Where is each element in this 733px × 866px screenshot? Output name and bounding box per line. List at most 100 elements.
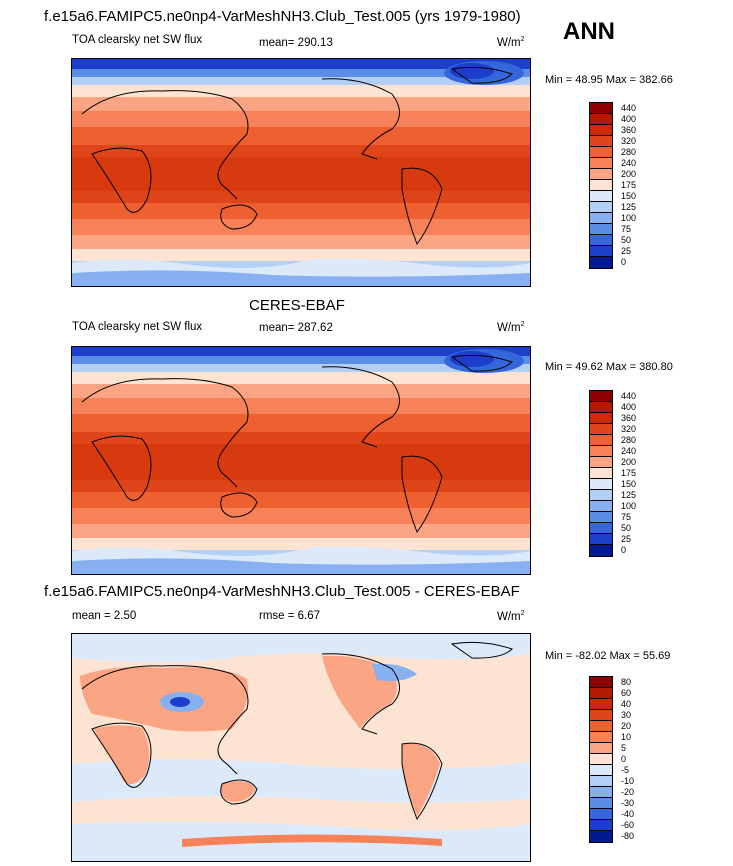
colorbar-swatch (590, 479, 612, 490)
colorbar-swatch (590, 523, 612, 534)
colorbar-swatch (590, 765, 612, 776)
colorbar-swatch (590, 391, 612, 402)
colorbar-tick-label: 280 (621, 146, 637, 157)
colorbar-swatch (590, 534, 612, 545)
colorbar-tick-label: -60 (621, 819, 635, 830)
colorbar-swatch (590, 114, 612, 125)
bottom-colorbar (589, 676, 613, 843)
colorbar-swatch (590, 468, 612, 479)
colorbar-tick-label: 75 (621, 223, 632, 234)
colorbar-tick-label: 50 (621, 234, 632, 245)
world-map-icon (72, 347, 530, 574)
obs-title: CERES-EBAF (249, 297, 345, 314)
middle-variable-label: TOA clearsky net SW flux (72, 321, 203, 333)
colorbar-swatch (590, 402, 612, 413)
colorbar-swatch (590, 169, 612, 180)
bottom-units: W/m2 (497, 610, 525, 623)
colorbar-swatch (590, 688, 612, 699)
colorbar-tick-label: 25 (621, 533, 632, 544)
colorbar-tick-label: 75 (621, 511, 632, 522)
colorbar-tick-label: -40 (621, 808, 635, 819)
colorbar-tick-label: 150 (621, 478, 637, 489)
colorbar-swatch (590, 721, 612, 732)
colorbar-tick-label: 240 (621, 157, 637, 168)
colorbar-tick-label: 360 (621, 124, 637, 135)
colorbar-swatch (590, 147, 612, 158)
colorbar-tick-label: 440 (621, 390, 637, 401)
colorbar-tick-label: 440 (621, 102, 637, 113)
colorbar-tick-label: 100 (621, 212, 637, 223)
colorbar-swatch (590, 136, 612, 147)
colorbar-swatch (590, 787, 612, 798)
colorbar-swatch (590, 501, 612, 512)
colorbar-tick-label: 125 (621, 201, 637, 212)
colorbar-tick-label: 200 (621, 168, 637, 179)
colorbar-tick-label: 200 (621, 456, 637, 467)
bottom-rmse-label: rmse = 6.67 (259, 610, 321, 622)
colorbar-swatch (590, 457, 612, 468)
bottom-minmax: Min = -82.02 Max = 55.69 (545, 650, 671, 662)
colorbar-tick-label: 30 (621, 709, 632, 720)
colorbar-swatch (590, 743, 612, 754)
colorbar-tick-label: 0 (621, 753, 627, 764)
top-colorbar (589, 102, 613, 269)
colorbar-swatch (590, 710, 612, 721)
colorbar-swatch (590, 754, 612, 765)
colorbar-tick-label: 240 (621, 445, 637, 456)
colorbar-tick-label: 400 (621, 401, 637, 412)
colorbar-tick-label: 40 (621, 698, 632, 709)
colorbar-tick-label: -5 (621, 764, 630, 775)
colorbar-swatch (590, 512, 612, 523)
colorbar-swatch (590, 490, 612, 501)
colorbar-tick-label: 150 (621, 190, 637, 201)
colorbar-tick-label: 175 (621, 179, 637, 190)
world-map-icon (72, 59, 530, 286)
colorbar-swatch (590, 446, 612, 457)
colorbar-swatch (590, 820, 612, 831)
middle-minmax: Min = 49.62 Max = 380.80 (545, 361, 673, 373)
bottom-map (71, 633, 531, 862)
colorbar-tick-label: 320 (621, 135, 637, 146)
season-label: ANN (563, 18, 615, 45)
colorbar-tick-label: -80 (621, 830, 635, 841)
colorbar-tick-label: 400 (621, 113, 637, 124)
top-units: W/m2 (497, 36, 525, 49)
middle-colorbar (589, 390, 613, 557)
colorbar-swatch (590, 424, 612, 435)
colorbar-tick-label: 280 (621, 434, 637, 445)
colorbar-swatch (590, 191, 612, 202)
colorbar-swatch (590, 224, 612, 235)
colorbar-swatch (590, 257, 612, 268)
top-map (71, 58, 531, 287)
colorbar-tick-label: 25 (621, 245, 632, 256)
colorbar-tick-label: 20 (621, 720, 632, 731)
colorbar-swatch (590, 677, 612, 688)
colorbar-tick-label: 100 (621, 500, 637, 511)
colorbar-swatch (590, 435, 612, 446)
colorbar-tick-label: -10 (621, 775, 635, 786)
colorbar-swatch (590, 831, 612, 842)
top-variable-label: TOA clearsky net SW flux (72, 34, 203, 46)
colorbar-swatch (590, 809, 612, 820)
colorbar-swatch (590, 235, 612, 246)
colorbar-swatch (590, 545, 612, 556)
colorbar-tick-label: 10 (621, 731, 632, 742)
colorbar-tick-label: 320 (621, 423, 637, 434)
colorbar-swatch (590, 125, 612, 136)
colorbar-swatch (590, 699, 612, 710)
bottom-mean-label: mean = 2.50 (72, 610, 137, 622)
colorbar-swatch (590, 158, 612, 169)
diff-title: f.e15a6.FAMIPC5.ne0np4-VarMeshNH3.Club_T… (44, 583, 520, 600)
colorbar-swatch (590, 732, 612, 743)
colorbar-tick-label: 60 (621, 687, 632, 698)
colorbar-swatch (590, 103, 612, 114)
colorbar-tick-label: -30 (621, 797, 635, 808)
middle-mean-label: mean= 287.62 (259, 322, 333, 334)
colorbar-tick-label: 0 (621, 256, 627, 267)
middle-units: W/m2 (497, 321, 525, 334)
colorbar-swatch (590, 776, 612, 787)
top-mean-label: mean= 290.13 (259, 37, 333, 49)
colorbar-swatch (590, 413, 612, 424)
colorbar-tick-label: 5 (621, 742, 627, 753)
colorbar-swatch (590, 213, 612, 224)
